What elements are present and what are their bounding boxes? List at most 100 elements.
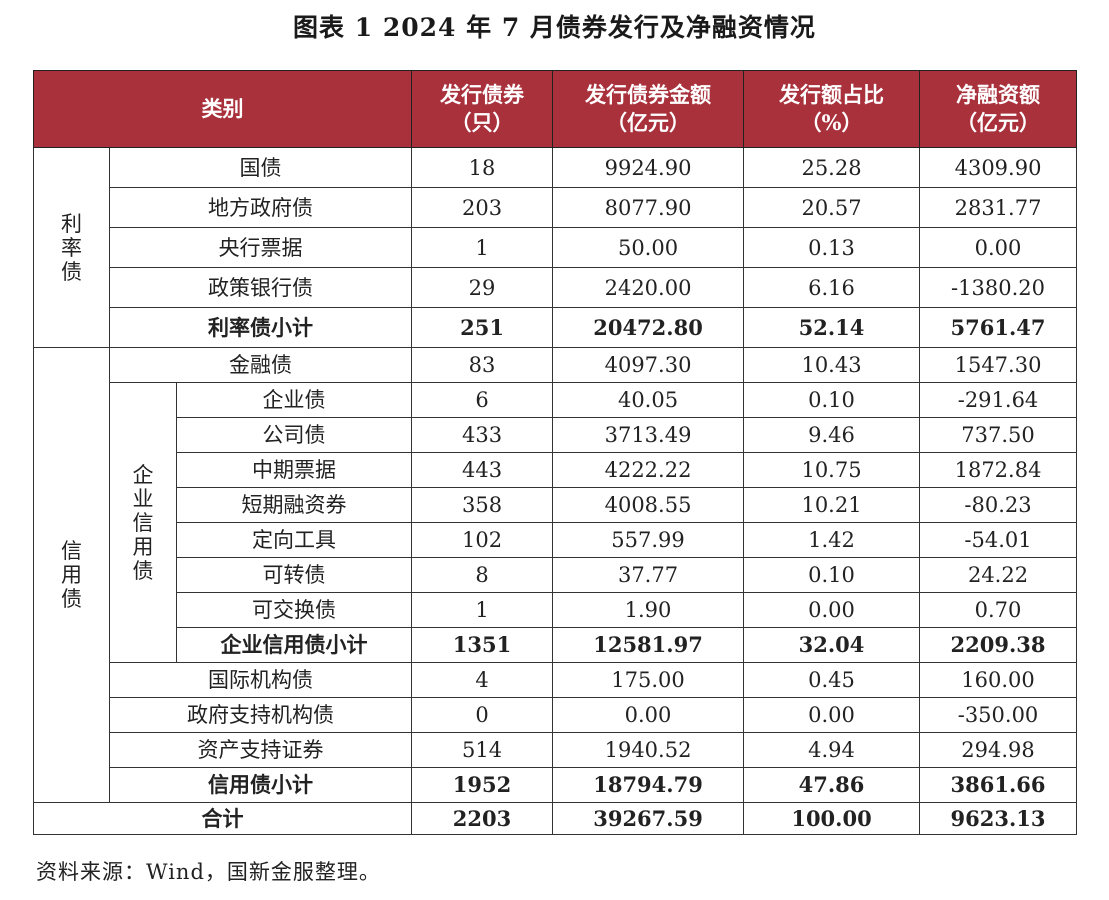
- cell-net: 294.98: [919, 732, 1078, 768]
- cell-share: 0.45: [743, 662, 921, 698]
- cell-net: 3861.66: [919, 767, 1078, 803]
- cell-net: 2209.38: [919, 627, 1078, 663]
- row-name: 地方政府债: [108, 187, 413, 228]
- cell-amount: 9924.90: [552, 147, 745, 188]
- cell-share: 4.94: [743, 732, 921, 768]
- table-row: 地方政府债 203 8077.90 20.57 2831.77: [34, 187, 1078, 228]
- cell-net: 5761.47: [919, 307, 1078, 348]
- cell-amount: 50.00: [552, 227, 745, 268]
- cell-net: 0.00: [919, 227, 1078, 268]
- cell-share: 0.10: [743, 557, 921, 593]
- cell-net: -350.00: [919, 697, 1078, 733]
- cell-count: 1: [411, 227, 554, 268]
- row-name: 政策银行债: [108, 267, 413, 308]
- cell-amount: 37.77: [552, 557, 745, 593]
- cell-share: 20.57: [743, 187, 921, 228]
- bond-issuance-table: 类别 发行债券（只） 发行债券金额（亿元） 发行额占比（%） 净融资额（亿元） …: [32, 70, 1078, 835]
- cell-amount: 4097.30: [552, 347, 745, 383]
- cell-net: 160.00: [919, 662, 1078, 698]
- cell-net: -54.01: [919, 522, 1078, 558]
- cell-net: 4309.90: [919, 147, 1078, 188]
- cell-amount: 0.00: [552, 697, 745, 733]
- row-name: 可转债: [175, 557, 413, 593]
- cell-count: 0: [411, 697, 554, 733]
- cell-count: 83: [411, 347, 554, 383]
- row-name: 中期票据: [175, 452, 413, 488]
- cell-count: 433: [411, 417, 554, 453]
- cell-count: 4: [411, 662, 554, 698]
- table-row: 定向工具 102 557.99 1.42 -54.01: [34, 522, 1078, 558]
- table-row: 可交换债 1 1.90 0.00 0.70: [34, 592, 1078, 628]
- cell-amount: 1.90: [552, 592, 745, 628]
- subtotal-row: 企业信用债小计 1351 12581.97 32.04 2209.38: [34, 627, 1078, 663]
- row-name: 政府支持机构债: [108, 697, 413, 733]
- cell-share: 1.42: [743, 522, 921, 558]
- cell-share: 47.86: [743, 767, 921, 803]
- header-category: 类别: [32, 70, 413, 148]
- cell-share: 0.13: [743, 227, 921, 268]
- row-name: 企业债: [175, 382, 413, 418]
- cell-amount: 18794.79: [552, 767, 745, 803]
- cell-share: 52.14: [743, 307, 921, 348]
- table-row: 政策银行债 29 2420.00 6.16 -1380.20: [34, 267, 1078, 308]
- row-name: 金融债: [108, 347, 413, 383]
- table-row: 公司债 433 3713.49 9.46 737.50: [34, 417, 1078, 453]
- table-row: 资产支持证券 514 1940.52 4.94 294.98: [34, 732, 1078, 768]
- table-row: 央行票据 1 50.00 0.13 0.00: [34, 227, 1078, 268]
- cell-count: 8: [411, 557, 554, 593]
- cell-net: 0.70: [919, 592, 1078, 628]
- row-name: 国债: [108, 147, 413, 188]
- source-note: 资料来源：Wind，国新金服整理。: [36, 860, 381, 884]
- table-row: 中期票据 443 4222.22 10.75 1872.84: [34, 452, 1078, 488]
- cell-net: 1547.30: [919, 347, 1078, 383]
- cell-amount: 40.05: [552, 382, 745, 418]
- table-row: 政府支持机构债 0 0.00 0.00 -350.00: [34, 697, 1078, 733]
- cell-count: 1: [411, 592, 554, 628]
- row-name: 企业信用债小计: [175, 627, 413, 663]
- row-name: 可交换债: [175, 592, 413, 628]
- group-label-corporate: 企业信用债: [109, 382, 177, 663]
- cell-share: 6.16: [743, 267, 921, 308]
- table-row: 短期融资券 358 4008.55 10.21 -80.23: [34, 487, 1078, 523]
- subtotal-row: 利率债小计 251 20472.80 52.14 5761.47: [34, 307, 1078, 348]
- table-row: 信用债 金融债 83 4097.30 10.43 1547.30: [33, 347, 1078, 803]
- header-net: 净融资额（亿元）: [919, 70, 1078, 148]
- cell-amount: 4222.22: [552, 452, 745, 488]
- cell-count: 1351: [411, 627, 554, 663]
- cell-amount: 1940.52: [552, 732, 745, 768]
- table-row: 可转债 8 37.77 0.10 24.22: [34, 557, 1078, 593]
- table-row: 国际机构债 4 175.00 0.45 160.00: [34, 662, 1078, 698]
- header-count: 发行债券（只）: [411, 70, 554, 148]
- cell-net: 24.22: [919, 557, 1078, 593]
- cell-count: 18: [411, 147, 554, 188]
- cell-count: 358: [411, 487, 554, 523]
- cell-amount: 557.99: [552, 522, 745, 558]
- subtotal-row: 信用债小计 1952 18794.79 47.86 3861.66: [34, 767, 1078, 803]
- row-name: 利率债小计: [108, 307, 413, 348]
- cell-count: 29: [411, 267, 554, 308]
- row-name: 公司债: [175, 417, 413, 453]
- cell-share: 10.43: [743, 347, 921, 383]
- cell-count: 102: [411, 522, 554, 558]
- cell-count: 514: [411, 732, 554, 768]
- cell-share: 0.10: [743, 382, 921, 418]
- table-row: 利率债 国债 18 9924.90 25.28 4309.90: [33, 147, 1078, 348]
- cell-amount: 3713.49: [552, 417, 745, 453]
- cell-net: -80.23: [919, 487, 1078, 523]
- cell-share: 10.21: [743, 487, 921, 523]
- row-name: 定向工具: [175, 522, 413, 558]
- cell-net: 9623.13: [919, 802, 1078, 835]
- cell-amount: 175.00: [552, 662, 745, 698]
- cell-count: 251: [411, 307, 554, 348]
- row-name: 资产支持证券: [108, 732, 413, 768]
- cell-share: 25.28: [743, 147, 921, 188]
- group-label-credit: 信用债: [33, 347, 110, 803]
- cell-amount: 39267.59: [552, 802, 745, 835]
- row-name: 信用债小计: [108, 767, 413, 803]
- cell-net: 2831.77: [919, 187, 1078, 228]
- row-name: 国际机构债: [108, 662, 413, 698]
- cell-amount: 8077.90: [552, 187, 745, 228]
- cell-net: 737.50: [919, 417, 1078, 453]
- header-amount: 发行债券金额（亿元）: [552, 70, 745, 148]
- cell-net: -291.64: [919, 382, 1078, 418]
